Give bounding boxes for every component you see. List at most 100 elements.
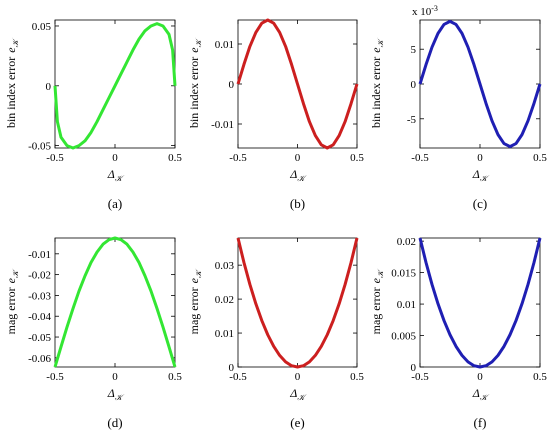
x-axis-label: Δ𝒦 (472, 386, 490, 402)
y-label-symbol: e (187, 277, 201, 283)
x-tick-label: -0.5 (46, 371, 64, 383)
x-label-symbol: Δ (107, 386, 115, 400)
y-tick-label: 0 (229, 362, 235, 374)
y-label-text: bin index error (4, 57, 18, 128)
y-label-subscript: 𝒦 (194, 268, 203, 278)
x-tick-label: 0.5 (533, 371, 547, 383)
x-label-symbol: Δ (107, 167, 115, 181)
y-label-subscript: 𝒦 (376, 268, 385, 278)
panel-label: (e) (290, 415, 304, 430)
panel-label: (a) (108, 196, 122, 211)
x-label-symbol: Δ (472, 386, 480, 400)
x-axis-label: Δ𝒦 (472, 167, 490, 183)
x-axis-label: Δ𝒦 (107, 167, 125, 183)
y-axis-label: bin index error e𝒦 (4, 37, 20, 128)
y-axis-label: bin index error e𝒦 (187, 37, 203, 128)
y-tick-label: -0.02 (28, 270, 51, 282)
y-tick-label: 0.02 (215, 294, 234, 306)
axes-frame (54, 237, 176, 368)
x-tick-label: 0 (295, 152, 301, 164)
y-label-subscript: 𝒦 (11, 37, 20, 47)
y-label-symbol: e (4, 277, 18, 283)
multiplier-base: x 10 (412, 6, 432, 18)
data-line (418, 237, 542, 369)
y-label-symbol: e (369, 47, 383, 53)
y-tick-label: 0.01 (397, 299, 416, 311)
data-line (53, 22, 177, 150)
x-tick-label: -0.5 (46, 152, 64, 164)
y-tick-label: 0.05 (32, 21, 52, 33)
x-tick-label: 0 (477, 371, 483, 383)
x-tick-label: 0.5 (533, 152, 547, 164)
x-label-subscript: 𝒦 (115, 174, 125, 183)
data-line (418, 19, 542, 149)
x-label-symbol: Δ (472, 167, 480, 181)
x-label-subscript: 𝒦 (297, 393, 307, 402)
x-tick-label: 0.5 (168, 152, 182, 164)
y-label-text: mag error (4, 287, 18, 334)
y-label-text: bin index error (369, 57, 383, 128)
x-label-symbol: Δ (289, 386, 297, 400)
panel-label: (b) (290, 196, 305, 211)
x-label-symbol: Δ (289, 167, 297, 181)
axis-multiplier: x 10-3 (412, 4, 438, 18)
y-tick-label: -0.05 (28, 332, 51, 344)
y-label-text: mag error (369, 287, 383, 334)
x-axis-label: Δ𝒦 (289, 386, 307, 402)
y-tick-label: -0.01 (211, 119, 234, 131)
y-label-subscript: 𝒦 (376, 37, 385, 47)
y-tick-label: -0.05 (28, 141, 51, 153)
x-label-subscript: 𝒦 (115, 393, 125, 402)
x-tick-label: -0.5 (229, 371, 247, 383)
y-label-symbol: e (4, 47, 18, 53)
y-axis-label: mag error e𝒦 (369, 268, 385, 334)
x-tick-label: 0 (112, 371, 118, 383)
y-tick-label: -0.03 (28, 290, 51, 302)
y-tick-label: 0.02 (397, 236, 416, 248)
x-tick-label: -0.5 (411, 371, 429, 383)
y-label-symbol: e (369, 277, 383, 283)
panel-label: (d) (107, 415, 122, 430)
y-label-subscript: 𝒦 (194, 37, 203, 47)
data-line (236, 237, 359, 369)
x-tick-label: 0.5 (350, 371, 364, 383)
x-label-subscript: 𝒦 (297, 174, 307, 183)
y-label-text: mag error (187, 287, 201, 334)
multiplier-exponent: -3 (431, 4, 438, 13)
y-tick-label: 0.03 (215, 260, 235, 272)
y-label-subscript: 𝒦 (11, 268, 20, 278)
y-tick-label: 0.015 (391, 268, 416, 280)
x-tick-label: 0 (112, 152, 118, 164)
x-tick-label: -0.5 (411, 152, 429, 164)
y-tick-label: 0.01 (215, 39, 234, 51)
x-tick-label: 0.5 (168, 371, 182, 383)
x-tick-label: 0 (295, 371, 301, 383)
y-tick-label: 0.005 (391, 331, 416, 343)
y-label-symbol: e (187, 47, 201, 53)
x-axis-label: Δ𝒦 (107, 386, 125, 402)
y-axis-label: mag error e𝒦 (187, 268, 203, 334)
y-tick-label: 5 (411, 44, 417, 56)
y-tick-label: 0 (411, 362, 417, 374)
data-line (236, 18, 359, 150)
x-axis-label: Δ𝒦 (289, 167, 307, 183)
y-tick-label: 0 (46, 81, 52, 93)
y-tick-label: 0 (411, 79, 417, 91)
y-tick-label: -0.04 (28, 311, 51, 323)
x-label-subscript: 𝒦 (480, 393, 490, 402)
x-tick-label: 0.5 (350, 152, 364, 164)
y-tick-label: -0.01 (28, 249, 51, 261)
panel-label: (c) (473, 196, 487, 211)
y-tick-label: -0.06 (28, 353, 51, 365)
x-label-subscript: 𝒦 (480, 174, 490, 183)
x-tick-label: 0 (477, 152, 483, 164)
y-tick-label: -5 (407, 114, 417, 126)
data-line (53, 236, 177, 368)
y-label-text: bin index error (187, 57, 201, 128)
y-tick-label: 0.01 (215, 328, 234, 340)
